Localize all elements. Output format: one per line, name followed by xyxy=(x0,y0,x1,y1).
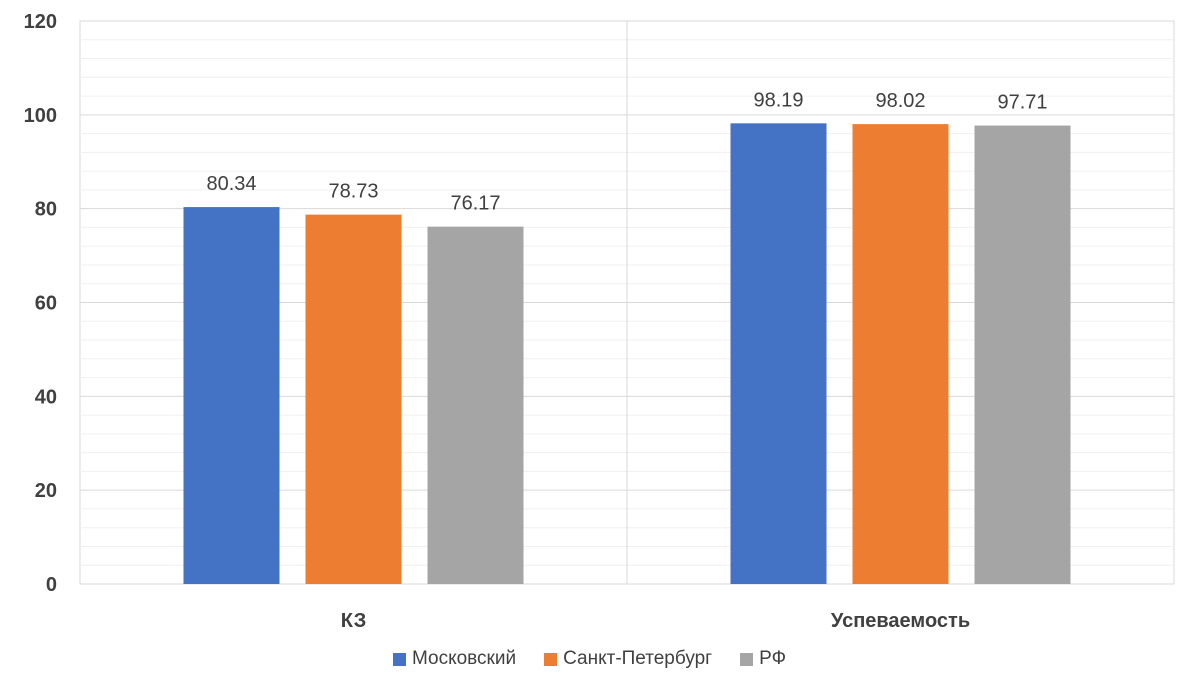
data-label: 98.19 xyxy=(753,89,803,111)
y-tick-label: 80 xyxy=(35,199,57,221)
bar xyxy=(427,226,524,585)
legend-item: РФ xyxy=(740,648,786,670)
bar xyxy=(852,124,949,584)
bar xyxy=(183,207,280,584)
legend-swatch xyxy=(392,652,406,666)
bar xyxy=(305,214,402,585)
y-tick-label: 100 xyxy=(24,105,57,127)
y-tick-label: 60 xyxy=(35,293,57,315)
y-tick-label: 120 xyxy=(24,11,57,33)
x-category-label: КЗ xyxy=(341,610,366,632)
chart-legend: Московский Санкт-Петербург РФ xyxy=(0,648,1179,670)
data-label: 78.73 xyxy=(328,181,378,203)
bar xyxy=(730,123,827,584)
data-label: 98.02 xyxy=(875,90,925,112)
legend-label: РФ xyxy=(759,648,787,669)
data-label: 97.71 xyxy=(997,92,1047,114)
y-tick-label: 40 xyxy=(35,386,57,408)
x-category-label: Успеваемость xyxy=(831,610,970,632)
data-label: 76.17 xyxy=(450,193,500,215)
y-tick-label: 0 xyxy=(46,574,57,596)
y-tick-label: 20 xyxy=(35,480,57,502)
legend-swatch xyxy=(740,652,754,666)
data-label: 80.34 xyxy=(206,173,256,195)
bar xyxy=(974,125,1071,585)
legend-label: Московский xyxy=(411,648,517,669)
legend-item: Санкт-Петербург xyxy=(544,648,712,670)
legend-item: Московский xyxy=(392,648,517,670)
legend-swatch xyxy=(544,652,558,666)
legend-label: Санкт-Петербург xyxy=(563,648,713,669)
